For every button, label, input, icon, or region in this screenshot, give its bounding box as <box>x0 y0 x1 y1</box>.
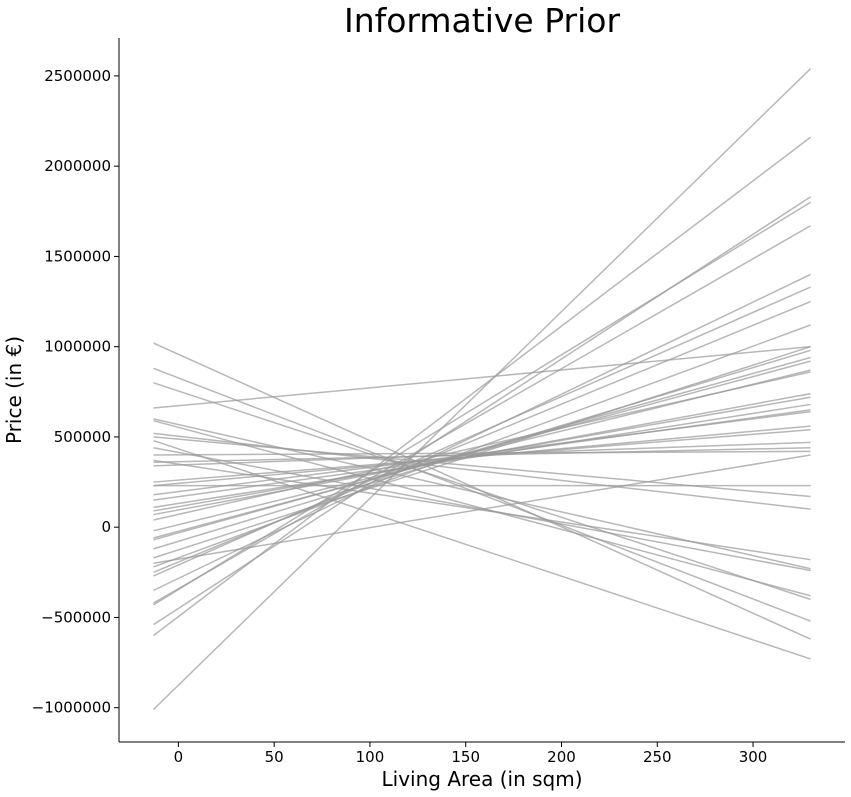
prior-sample-line-2 <box>153 136 811 637</box>
prior-sample-line-6 <box>153 273 811 592</box>
x-tick-label: 300 <box>739 748 768 766</box>
prior-sample-line-12 <box>153 356 811 541</box>
y-tick-label: 0 <box>101 518 111 536</box>
prior-sample-line-28 <box>153 432 811 510</box>
x-axis-label: Living Area (in sqm) <box>382 767 583 791</box>
prior-sample-line-22 <box>153 428 811 483</box>
prior-sample-line-25 <box>153 450 811 456</box>
prior-sample-line-23 <box>153 441 811 467</box>
prior-sample-line-3 <box>153 196 811 626</box>
prior-sample-line-15 <box>153 371 811 521</box>
x-tick-label: 200 <box>547 748 576 766</box>
prior-sample-line-32 <box>153 418 811 570</box>
prior-sample-line-35 <box>153 367 811 622</box>
prior-sample-line-7 <box>153 286 811 577</box>
prior-sample-line-36 <box>153 342 811 640</box>
series-layer <box>152 68 812 711</box>
prior-sample-line-37 <box>153 439 811 660</box>
prior-sample-line-31 <box>153 345 811 409</box>
chart-title: Informative Prior <box>344 1 620 40</box>
y-tick-label: 1500000 <box>44 247 111 265</box>
y-axis-label: Price (in €) <box>2 336 26 444</box>
y-tick-label: −500000 <box>41 608 111 626</box>
prior-sample-line-38 <box>153 454 811 565</box>
y-tick-label: 2000000 <box>44 157 111 175</box>
x-tick-label: 250 <box>643 748 672 766</box>
y-tick-label: −1000000 <box>32 699 111 717</box>
y-ticks: −1000000 −500000 0 500000 1000000 1500000 2000… <box>32 67 119 717</box>
x-tick-label: 50 <box>265 748 284 766</box>
y-tick-label: 500000 <box>54 428 111 446</box>
x-tick-label: 0 <box>174 748 184 766</box>
y-tick-label: 1000000 <box>44 338 111 356</box>
prior-sample-line-27 <box>153 436 811 498</box>
prior-sample-line-10 <box>153 345 811 559</box>
y-tick-label: 2500000 <box>44 67 111 85</box>
x-tick-label: 150 <box>451 748 480 766</box>
prior-sample-line-5 <box>153 225 811 604</box>
x-tick-label: 100 <box>356 748 385 766</box>
prior-sample-line-33 <box>153 419 811 597</box>
prior-sample-line-1 <box>152 68 812 711</box>
prior-sample-line-24 <box>153 447 811 463</box>
x-ticks: 0 50 100 150 200 250 300 <box>174 742 768 766</box>
prior-sample-line-13 <box>153 360 811 539</box>
